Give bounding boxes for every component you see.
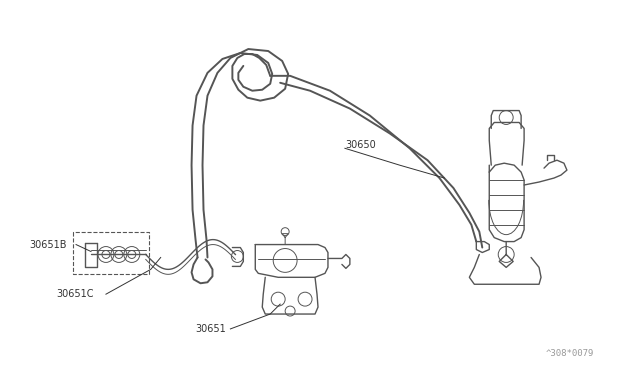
Text: 30651: 30651 <box>196 324 227 334</box>
Text: 30651C: 30651C <box>56 289 93 299</box>
Text: 30651B: 30651B <box>29 240 67 250</box>
Text: 30650: 30650 <box>345 140 376 150</box>
Text: ^308*0079: ^308*0079 <box>546 349 595 358</box>
